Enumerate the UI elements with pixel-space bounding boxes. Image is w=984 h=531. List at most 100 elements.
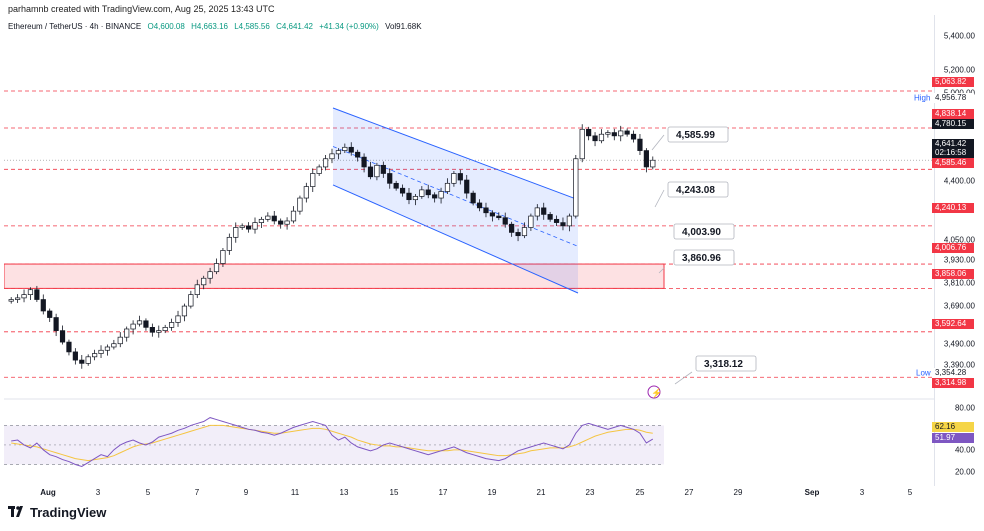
candle-body bbox=[143, 320, 149, 328]
candle-body bbox=[586, 128, 592, 137]
candle-body bbox=[534, 207, 540, 217]
time-label: 11 bbox=[290, 488, 300, 497]
time-label: 7 bbox=[194, 488, 200, 497]
annotation-pointer bbox=[674, 371, 693, 385]
annotation-box bbox=[673, 223, 735, 240]
tradingview-logo-icon bbox=[8, 505, 26, 520]
candle-body bbox=[104, 346, 111, 351]
candle-body bbox=[181, 305, 188, 317]
price-tick: 3,490.00 bbox=[943, 339, 975, 349]
candle-body bbox=[598, 133, 605, 142]
candle-body bbox=[188, 294, 194, 307]
candle-body bbox=[271, 215, 277, 222]
candle-body bbox=[162, 327, 168, 331]
legend-high: H4,663.16 bbox=[191, 22, 228, 31]
candle-body bbox=[130, 323, 136, 330]
chart-credit: parhamnb created with TradingView.com, A… bbox=[8, 4, 275, 14]
candle-body bbox=[412, 196, 419, 201]
candle-body bbox=[47, 310, 53, 318]
annotation-pointer bbox=[658, 267, 665, 274]
candle-body bbox=[547, 214, 553, 220]
annotation-pointer bbox=[654, 189, 665, 208]
legend-change: +41.34 (+0.90%) bbox=[319, 22, 379, 31]
price-tick: 4,400.00 bbox=[943, 176, 975, 186]
candle-body bbox=[650, 159, 656, 168]
candle-body bbox=[489, 212, 495, 217]
candle-body bbox=[624, 130, 630, 135]
candle-body bbox=[425, 189, 431, 196]
time-label: Aug bbox=[40, 488, 56, 497]
candle-body bbox=[470, 192, 476, 204]
annotation-pointer bbox=[651, 134, 665, 151]
last-price-tag: 4,641.42 bbox=[932, 139, 974, 149]
candle-body bbox=[310, 173, 316, 187]
candle-body bbox=[258, 218, 265, 223]
candle-body bbox=[637, 138, 643, 151]
candle-body bbox=[149, 327, 155, 333]
level-tag: 3,858.06 bbox=[932, 269, 974, 279]
candle-body bbox=[40, 299, 46, 312]
candle-body bbox=[483, 207, 489, 214]
candle-body bbox=[194, 284, 200, 295]
time-label: 17 bbox=[438, 488, 448, 497]
annotation-box bbox=[667, 181, 729, 198]
candle-body bbox=[233, 227, 239, 238]
time-label: 19 bbox=[487, 488, 497, 497]
candle-body bbox=[111, 343, 117, 348]
price-tick: 5,200.00 bbox=[943, 65, 975, 75]
candle-body bbox=[245, 225, 252, 230]
candle-body bbox=[92, 353, 98, 358]
candle-body bbox=[169, 322, 175, 328]
candle-body bbox=[618, 130, 624, 137]
price-tick: 3,390.00 bbox=[943, 360, 975, 370]
candle-body bbox=[220, 250, 226, 264]
time-label: 23 bbox=[585, 488, 595, 497]
time-label: 9 bbox=[243, 488, 249, 497]
annotation-label: 3,860.96 bbox=[682, 253, 721, 264]
candle-body bbox=[521, 227, 528, 237]
candle-body bbox=[34, 289, 40, 300]
candle-body bbox=[335, 150, 342, 155]
candle-body bbox=[175, 315, 181, 323]
candle-body bbox=[98, 349, 104, 354]
candle-body bbox=[374, 164, 380, 178]
candle-body bbox=[541, 207, 547, 215]
tradingview-logo-text: TradingView bbox=[30, 505, 107, 520]
candle-body bbox=[59, 330, 66, 343]
channel-fill bbox=[333, 108, 578, 293]
level-tag: 3,314.98 bbox=[932, 378, 974, 388]
candle-body bbox=[156, 330, 162, 333]
candle-body bbox=[329, 153, 335, 160]
time-label: 5 bbox=[145, 488, 151, 497]
candle-body bbox=[605, 132, 611, 135]
candle-body bbox=[342, 146, 348, 151]
legend-open: O4,600.08 bbox=[147, 22, 185, 31]
candle-body bbox=[451, 173, 457, 184]
candle-body bbox=[15, 297, 21, 300]
rsi-line bbox=[11, 417, 654, 467]
candle-body bbox=[136, 320, 143, 325]
level-tag: 4,585.46 bbox=[932, 158, 974, 168]
time-label: 25 bbox=[635, 488, 645, 497]
candle-body bbox=[528, 215, 534, 228]
candle-body bbox=[79, 359, 85, 364]
channel-lower bbox=[332, 184, 579, 294]
time-label: 3 bbox=[95, 488, 101, 497]
candle-body bbox=[502, 217, 508, 225]
time-axis[interactable]: Aug 3 5 7 9 11 13 15 17 19 21 23 25 27 2… bbox=[0, 486, 934, 500]
candle-body bbox=[239, 225, 245, 228]
high-label: High bbox=[914, 93, 931, 103]
legend-symbol: Ethereum / TetherUS · 4h · BINANCE bbox=[8, 22, 142, 31]
candle-body bbox=[316, 166, 322, 174]
candle-body bbox=[290, 210, 297, 222]
annotation-box bbox=[667, 126, 729, 143]
candle-body bbox=[592, 135, 598, 142]
chart-area[interactable]: 4,585.99 4,243.08 4,003.90 3,860.96 3,318.12… bbox=[3, 15, 934, 486]
time-label: 15 bbox=[389, 488, 399, 497]
channel-mid bbox=[332, 146, 579, 247]
price-chart-svg[interactable]: 4,585.99 4,243.08 4,003.90 3,860.96 3,318.12… bbox=[3, 15, 934, 486]
candle-body bbox=[284, 220, 290, 225]
time-label: 21 bbox=[536, 488, 546, 497]
tradingview-logo[interactable]: TradingView bbox=[8, 505, 106, 520]
rsi-tag: 51.97 bbox=[932, 433, 974, 443]
